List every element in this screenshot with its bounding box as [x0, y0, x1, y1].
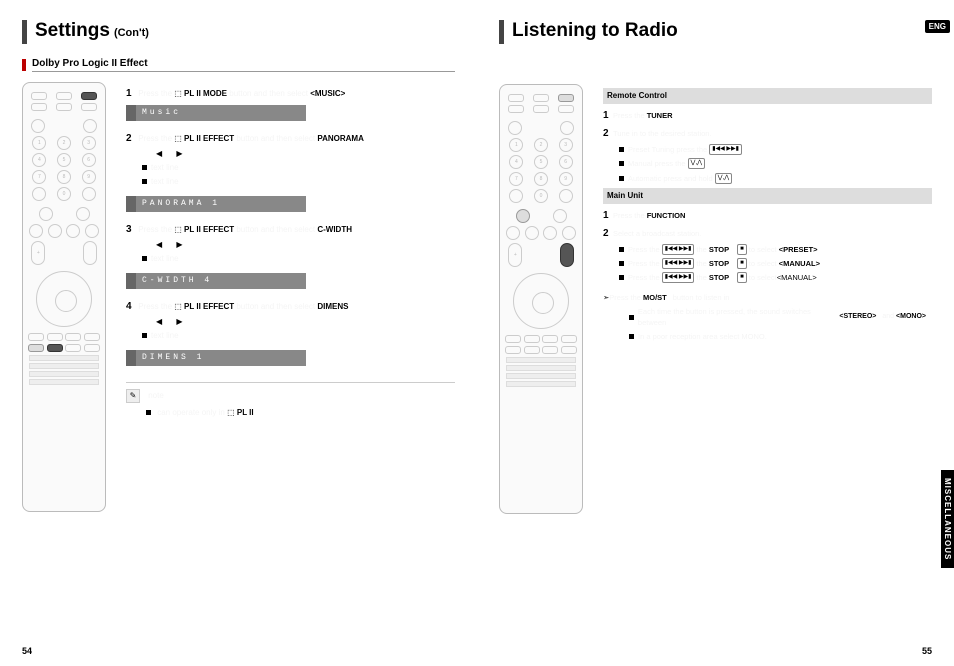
remote-col-left: 123 456 789 0 +: [22, 82, 112, 512]
skip-icon: ▮◀◀ ▶▶▮: [709, 144, 742, 155]
page-title: Settings: [35, 20, 110, 42]
remote-illustration: 123 456 789 0 +: [22, 82, 106, 512]
note-icon: ✎: [126, 389, 140, 403]
right-content: 123 456 789 0 + Remote Control 1Press th…: [499, 84, 932, 514]
page-right: Listening to Radio ENG MISCELLANEOUS 123…: [477, 0, 954, 666]
left-content: 123 456 789 0 + 1 Press the ⬚ PL II MODE…: [22, 82, 455, 512]
skip-icon: ▮◀◀ ▶▶▮: [662, 272, 695, 283]
section-tab: MISCELLANEOUS: [941, 470, 954, 568]
lang-badge: ENG: [925, 20, 950, 33]
step-num: 1: [126, 86, 136, 101]
group-head: Remote Control: [603, 88, 932, 104]
arrow-icons: ◀ ▶: [156, 239, 455, 251]
step-2: 2 Press the ⬚ PL II EFFECT button and th…: [126, 131, 455, 146]
remote-illustration: 123 456 789 0 +: [499, 84, 583, 514]
title-bar-left: Settings (Con't): [22, 20, 455, 44]
kw: PL II: [237, 408, 254, 417]
kw: MO/ST: [643, 292, 667, 303]
lcd-display: DIMENS 1: [126, 350, 306, 366]
lcd-display: Music: [126, 105, 306, 121]
group-head: Main Unit: [603, 188, 932, 204]
accent-mark: [22, 59, 26, 71]
arrow-icons: ◀ ▶: [156, 316, 455, 328]
kw: PL II MODE: [184, 89, 227, 98]
page-number: 55: [922, 646, 932, 656]
page-left: Settings (Con't) Dolby Pro Logic II Effe…: [0, 0, 477, 666]
step-3: 3 Press the ⬚ PL II EFFECT button and th…: [126, 222, 455, 237]
page-title: Listening to Radio: [512, 20, 678, 42]
page-number: 54: [22, 646, 32, 656]
step-4: 4 Press the ⬚ PL II EFFECT button and th…: [126, 299, 455, 314]
kw: <MUSIC>: [310, 89, 345, 98]
title-bar-right: Listening to Radio: [499, 20, 932, 44]
kw: FUNCTION: [647, 210, 686, 221]
lcd-display: C-WIDTH 4: [126, 273, 306, 289]
updown-icon: ⋁,⋀: [688, 158, 706, 169]
kw: TUNER: [647, 110, 673, 121]
updown-icon: ⋁,⋀: [715, 173, 733, 184]
page-title-sub: (Con't): [114, 27, 149, 39]
step-1: 1 Press the ⬚ PL II MODE button and then…: [126, 86, 455, 101]
arrow-icons: ◀ ▶: [156, 148, 455, 160]
skip-icon: ▮◀◀ ▶▶▮: [662, 244, 695, 255]
skip-icon: ▮◀◀ ▶▶▮: [662, 258, 695, 269]
subsection-label: Dolby Pro Logic II Effect: [32, 58, 455, 72]
right-text-col: Remote Control 1Press theTUNER 2Tune in …: [589, 84, 932, 514]
remote-col-right: 123 456 789 0 +: [499, 84, 589, 514]
dpad-icon: [513, 273, 569, 329]
lcd-display: PANORAMA 1: [126, 196, 306, 212]
subsection-head: Dolby Pro Logic II Effect: [22, 58, 455, 72]
steps-col: 1 Press the ⬚ PL II MODE button and then…: [112, 82, 455, 512]
dpad-icon: [36, 271, 92, 327]
